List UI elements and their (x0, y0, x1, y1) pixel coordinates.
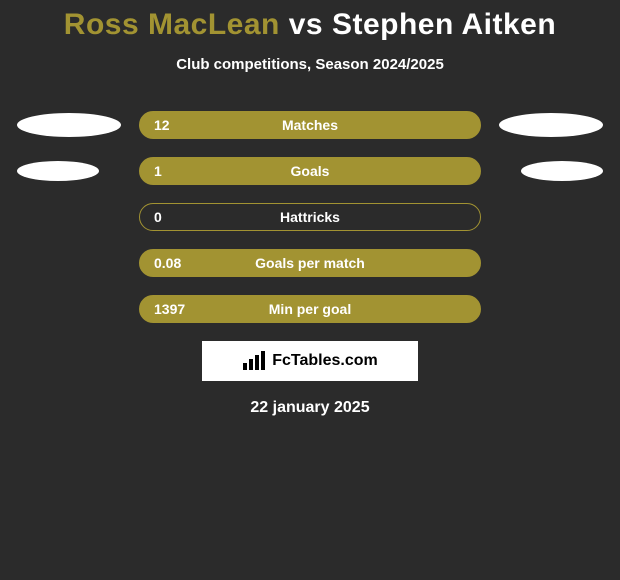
stat-label: Goals per match (154, 255, 466, 271)
stat-value: 0 (154, 209, 162, 225)
player1-name: Ross MacLean (64, 8, 280, 41)
stat-value: 1 (154, 163, 162, 179)
stat-row-hattricks: 0 Hattricks (0, 203, 620, 231)
infographic-container: Ross MacLean vs Stephen Aitken Club comp… (0, 0, 620, 417)
right-ellipse-slot (481, 161, 611, 181)
stat-pill-goals: 1 Goals (139, 157, 481, 185)
left-ellipse-slot (9, 161, 139, 181)
stat-value: 0.08 (154, 255, 181, 271)
logo-text: FcTables.com (272, 352, 378, 370)
date-text: 22 january 2025 (0, 399, 620, 417)
stat-label: Goals (154, 163, 466, 179)
logo-wrap: FcTables.com (0, 341, 620, 381)
left-ellipse-slot (9, 113, 139, 137)
stat-pill-matches: 12 Matches (139, 111, 481, 139)
page-title: Ross MacLean vs Stephen Aitken (0, 8, 620, 42)
left-ellipse (17, 113, 121, 137)
stats-grid: 12 Matches 1 Goals 0 (0, 111, 620, 323)
stat-value: 1397 (154, 301, 185, 317)
vs-separator: vs (289, 8, 323, 41)
right-ellipse (521, 161, 603, 181)
stat-pill-hattricks: 0 Hattricks (139, 203, 481, 231)
stat-row-matches: 12 Matches (0, 111, 620, 139)
player2-name: Stephen Aitken (332, 8, 556, 41)
stat-value: 12 (154, 117, 170, 133)
bar-chart-icon (242, 351, 266, 371)
stat-label: Hattricks (154, 209, 466, 225)
left-ellipse (17, 161, 99, 181)
stat-pill-gpm: 0.08 Goals per match (139, 249, 481, 277)
right-ellipse-slot (481, 113, 611, 137)
stat-label: Matches (154, 117, 466, 133)
stat-pill-mpg: 1397 Min per goal (139, 295, 481, 323)
stat-row-goals: 1 Goals (0, 157, 620, 185)
stat-label: Min per goal (154, 301, 466, 317)
stat-row-mpg: 1397 Min per goal (0, 295, 620, 323)
right-ellipse (499, 113, 603, 137)
subtitle: Club competitions, Season 2024/2025 (0, 56, 620, 73)
stat-row-gpm: 0.08 Goals per match (0, 249, 620, 277)
logo-box: FcTables.com (202, 341, 418, 381)
